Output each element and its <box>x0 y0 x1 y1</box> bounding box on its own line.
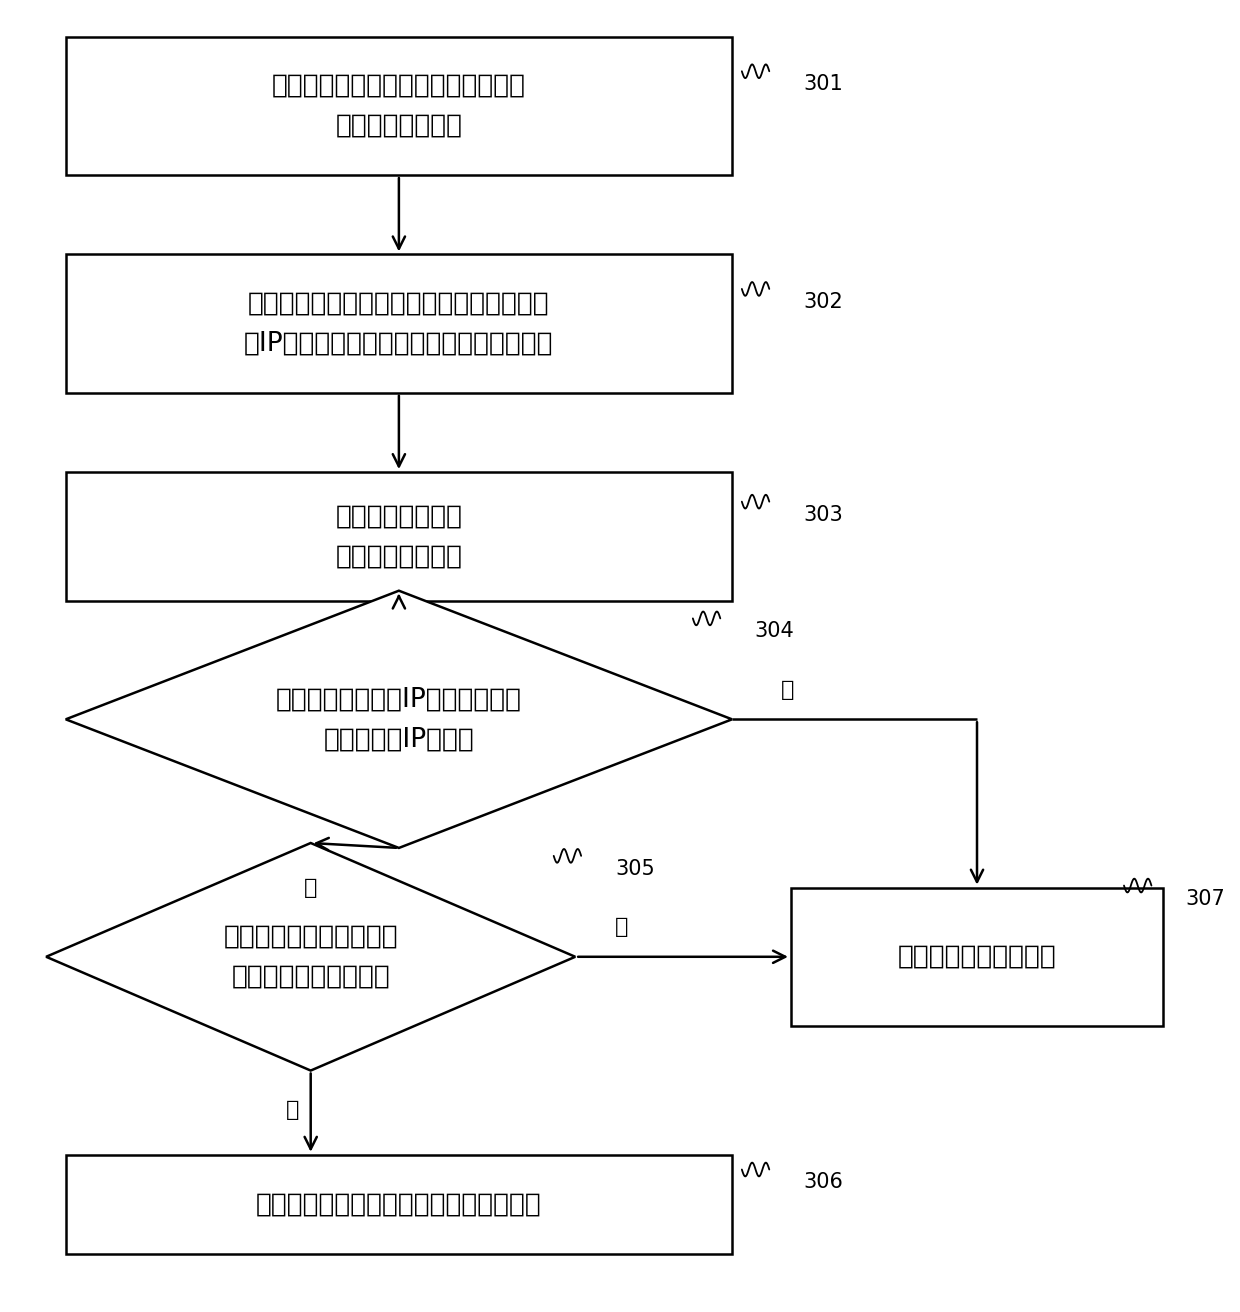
Text: 否: 否 <box>615 917 627 937</box>
Text: 延伸加速节点获取
请求数据包的复本: 延伸加速节点获取 请求数据包的复本 <box>335 504 463 569</box>
Text: 302: 302 <box>804 291 843 312</box>
Text: 终端向内容加速系统的访问调度系统
发起内容访问请求: 终端向内容加速系统的访问调度系统 发起内容访问请求 <box>272 73 526 139</box>
Polygon shape <box>46 844 575 1071</box>
Bar <box>66 255 732 392</box>
Text: 请求数据包请求的内容在
本延伸加速节点命中？: 请求数据包请求的内容在 本延伸加速节点命中？ <box>223 924 398 989</box>
Text: 是: 是 <box>285 1101 299 1120</box>
Text: 终端根据访问调度系统反馈的加速服务节点
的IP地址，向加速服务节点发送请求数据包: 终端根据访问调度系统反馈的加速服务节点 的IP地址，向加速服务节点发送请求数据包 <box>244 290 553 357</box>
Bar <box>66 37 732 174</box>
Text: 延伸加速节点不予响应: 延伸加速节点不予响应 <box>898 943 1056 970</box>
Bar <box>66 1155 732 1253</box>
Text: 307: 307 <box>1185 888 1225 908</box>
Text: 由延伸加速节点为用户提供内容加速服务: 由延伸加速节点为用户提供内容加速服务 <box>255 1191 542 1218</box>
Text: 306: 306 <box>804 1173 843 1193</box>
Polygon shape <box>66 590 732 848</box>
Text: 303: 303 <box>804 505 843 525</box>
Text: 301: 301 <box>804 75 843 94</box>
Text: 请求数据包的目标IP地址是加速服
务器节点的IP地址？: 请求数据包的目标IP地址是加速服 务器节点的IP地址？ <box>275 686 522 752</box>
Bar <box>791 887 1163 1026</box>
Bar <box>66 472 732 601</box>
Text: 是: 是 <box>304 878 317 897</box>
Text: 305: 305 <box>615 859 655 879</box>
Text: 304: 304 <box>755 622 795 642</box>
Text: 否: 否 <box>781 680 795 699</box>
